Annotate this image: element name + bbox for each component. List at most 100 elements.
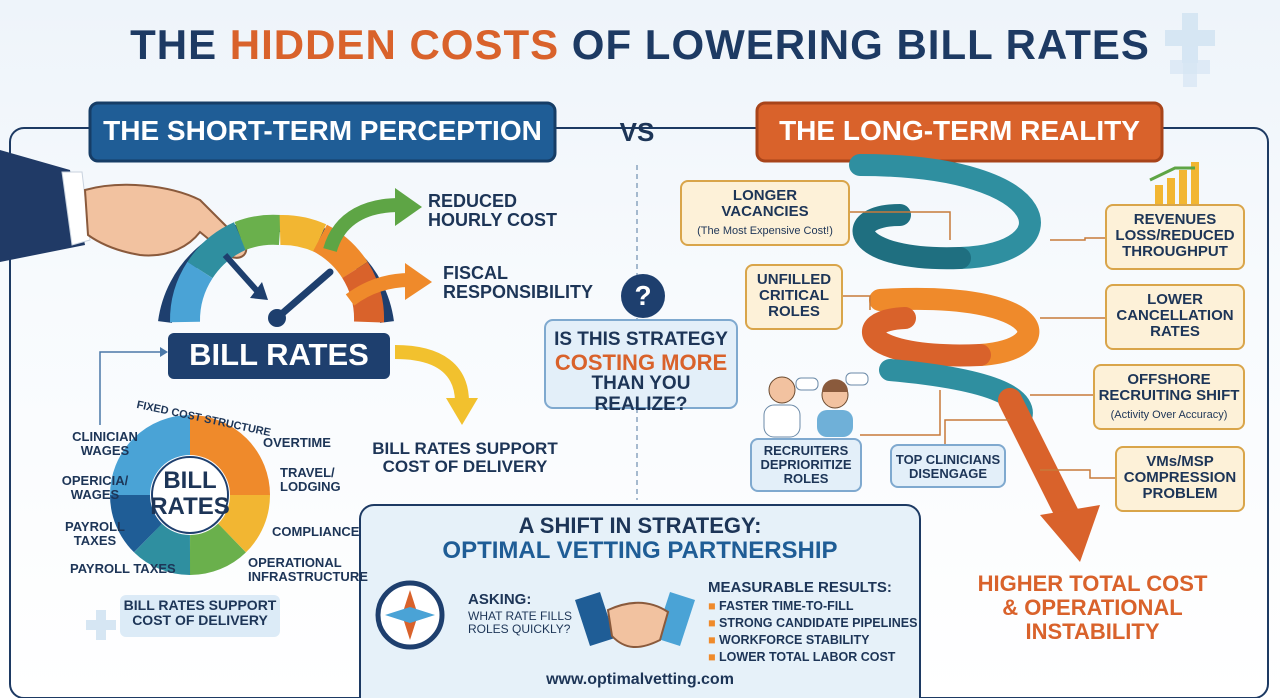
cost-label: TRAVEL/LODGING: [280, 465, 341, 494]
shape: [189, 523, 246, 576]
text-line: ROLES: [783, 471, 829, 487]
shape: [88, 101, 557, 163]
shape: [1191, 162, 1199, 205]
text-line: BILL RATES SUPPORT: [372, 439, 558, 458]
text-line: LOSS/REDUCED: [1115, 227, 1235, 245]
effect: VMs/MSP COMPRESSION PROBLEM: [1117, 453, 1243, 503]
shape: [621, 274, 665, 318]
shape: [120, 595, 280, 637]
cost-label: OVERTIME: [263, 435, 331, 450]
effect: REVENUES LOSS/REDUCED THROUGHPUT: [1107, 211, 1243, 261]
shape: [843, 295, 871, 310]
cause: TOP CLINICIANS DISENGAGE: [892, 452, 1004, 481]
shape: [817, 410, 853, 437]
shape: [655, 592, 695, 646]
shape: [110, 415, 191, 496]
shape: [763, 372, 869, 438]
cost-label: PAYROLL TAXES: [55, 519, 135, 549]
cause-box: UNFILLED CRITICAL ROLES: [745, 264, 843, 330]
shape: [1050, 237, 1105, 241]
effect: LOWER CANCELLATION RATES: [1107, 291, 1243, 341]
benefit: REDUCED HOURLY COST: [428, 191, 557, 231]
cause: LONGER VACANCIES: [682, 187, 848, 220]
cause-note: (The Most Expensive Cost!): [697, 225, 833, 237]
conclusion: HIGHER TOTAL COST & OPERATIONAL INSTABILIT…: [960, 572, 1225, 643]
text-line: RATES: [150, 492, 230, 520]
text-line: BILL RATES SUPPORT: [123, 597, 277, 613]
shape: [312, 224, 368, 279]
shape: [998, 388, 1082, 532]
shape: [575, 592, 615, 646]
text-line: WAGES: [80, 443, 130, 459]
shape: [845, 372, 869, 386]
shape: [1183, 47, 1197, 87]
shape: [385, 607, 435, 623]
shape: [1155, 185, 1163, 205]
title-part: THE: [130, 21, 218, 68]
text-line: OVERTIME: [263, 435, 331, 450]
gauge-label: BILL RATES: [189, 337, 369, 372]
asking-label: ASKING:: [468, 591, 532, 608]
text-line: ROLES: [768, 303, 820, 321]
shape: [869, 287, 1040, 366]
text-line: OPERATIONAL: [248, 555, 342, 570]
result-text: WORKFORCE STABILITY: [719, 632, 870, 647]
shape: [222, 253, 261, 294]
bullet: ■: [708, 615, 720, 630]
shape: [109, 494, 163, 553]
result-text: STRONG CANDIDATE PIPELINES: [719, 615, 918, 630]
shape: [279, 214, 327, 252]
shape: [1167, 178, 1175, 205]
text-line: COMPLIANCE: [272, 524, 360, 539]
cause-box: LONGER VACANCIES (The Most Expensive Cost…: [680, 180, 850, 246]
results-list: ■ FASTER TIME-TO-FILL ■ STRONG CANDIDATE …: [708, 598, 917, 666]
result-item: ■ WORKFORCE STABILITY: [708, 632, 917, 649]
text-line: OFFSHORE: [1127, 371, 1211, 388]
cause-box: TOP CLINICIANS DISENGAGE: [890, 444, 1006, 488]
text-line: VMs/MSP: [1146, 453, 1214, 470]
shape: [606, 601, 670, 648]
bullet: ■: [708, 632, 720, 647]
donut-center: BILL RATES: [140, 468, 240, 520]
shape: [234, 214, 282, 251]
section-heading: THE LONG-TERM REALITY: [779, 115, 1140, 146]
shape: [1179, 170, 1187, 205]
effect: OFFSHORE RECRUITING SHIFT: [1095, 371, 1243, 405]
shape: [1155, 162, 1199, 205]
text-line: RATES: [1150, 323, 1200, 341]
shape: [217, 494, 271, 553]
text-line: & OPERATIONAL: [1002, 594, 1183, 620]
text-line: COST OF DELIVERY: [132, 612, 268, 629]
donut-caption: BILL RATES SUPPORT COST OF DELIVERY: [120, 597, 280, 629]
shape: [187, 222, 247, 279]
shape: [850, 211, 951, 240]
url: www.optimalvetting.com: [546, 671, 734, 688]
cost-label: OPERATIONAL INFRASTRUCTURE: [248, 555, 368, 585]
text-line: TAXES: [73, 533, 117, 549]
shape: [170, 261, 213, 323]
shape: [852, 204, 971, 270]
text-line: RECRUITERS: [763, 443, 849, 458]
text-line: CLINICIAN: [72, 429, 138, 444]
question-icon: ?: [634, 280, 652, 311]
text-line: REDUCED: [428, 191, 518, 211]
shape: [843, 211, 1115, 479]
shape: [151, 456, 229, 534]
shape: [860, 390, 941, 436]
text-line: OPERICIA/: [61, 473, 129, 488]
text-line: DEPRIORITIZE: [760, 457, 852, 473]
shape: [170, 214, 385, 323]
text-line: RECRUITING SHIFT: [1098, 387, 1240, 405]
section-heading: THE SHORT-TERM PERCEPTION: [103, 115, 542, 146]
text-line: CANCELLATION: [1116, 307, 1234, 325]
shape: [109, 415, 271, 576]
cause: RECRUITERS DEPRIORITIZE ROLES: [752, 443, 860, 487]
bullet: ■: [708, 649, 720, 664]
text-line: THROUGHPUT: [1122, 243, 1228, 261]
shape: [1040, 469, 1115, 479]
strategy-line: OPTIMAL VETTING PARTNERSHIP: [442, 536, 838, 564]
result-item: ■ FASTER TIME-TO-FILL: [708, 598, 917, 615]
text-line: INFRASTRUCTURE: [248, 569, 368, 585]
shape: [395, 188, 422, 226]
